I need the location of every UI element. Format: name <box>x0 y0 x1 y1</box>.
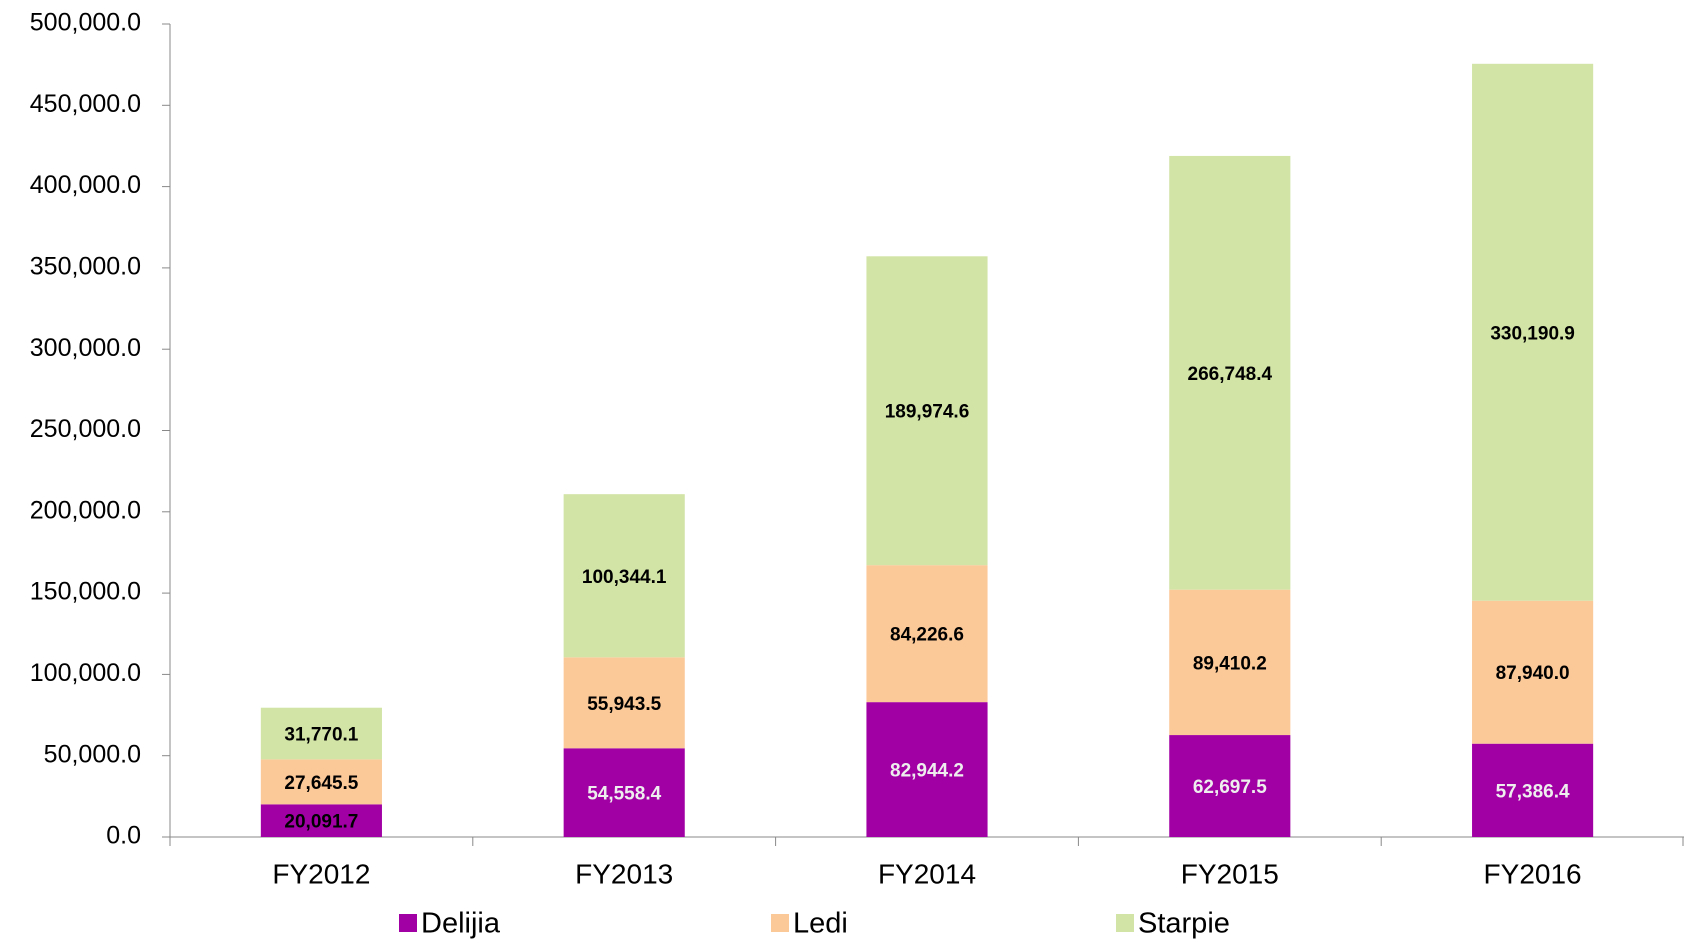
data-label: 54,558.4 <box>587 784 661 805</box>
bar-segment <box>1472 600 1594 744</box>
y-tick-label: 400,000.0 <box>30 171 141 199</box>
legend-label: Delijia <box>421 908 501 940</box>
y-tick-label: 150,000.0 <box>30 578 141 606</box>
data-label: 266,748.4 <box>1188 364 1273 385</box>
data-label: 55,943.5 <box>587 694 661 715</box>
data-label: 31,770.1 <box>284 725 358 746</box>
bar-segment <box>563 657 685 749</box>
legend-label: Ledi <box>793 908 848 940</box>
legend-swatch <box>1116 914 1134 932</box>
x-tick-label: FY2016 <box>1484 858 1582 889</box>
y-tick-label: 50,000.0 <box>44 740 141 768</box>
y-tick-label: 500,000.0 <box>30 9 141 37</box>
bar-segment <box>1169 589 1291 736</box>
y-tick-label: 0.0 <box>106 822 141 850</box>
x-tick-label: FY2015 <box>1181 858 1279 889</box>
bar-segment <box>260 707 382 760</box>
x-tick-label: FY2014 <box>878 858 976 889</box>
bar-segment <box>1472 63 1594 601</box>
data-label: 57,386.4 <box>1496 781 1570 802</box>
bar-segment <box>260 804 382 837</box>
y-tick-label: 300,000.0 <box>30 334 141 362</box>
bar-segment <box>563 494 685 658</box>
x-tick-label: FY2012 <box>272 858 370 889</box>
y-tick-label: 250,000.0 <box>30 415 141 443</box>
bar-segment <box>866 702 988 837</box>
x-tick-label: FY2013 <box>575 858 673 889</box>
data-label: 62,697.5 <box>1193 777 1267 798</box>
legend-swatch <box>399 914 417 932</box>
data-label: 20,091.7 <box>284 812 358 833</box>
bar-segment <box>866 565 988 703</box>
data-label: 87,940.0 <box>1496 663 1570 684</box>
data-label: 89,410.2 <box>1193 653 1267 674</box>
y-tick-label: 350,000.0 <box>30 253 141 281</box>
data-label: 189,974.6 <box>885 402 970 423</box>
bar-segment <box>1169 155 1291 590</box>
data-label: 100,344.1 <box>582 567 667 588</box>
bar-segment <box>1472 743 1594 837</box>
data-label: 84,226.6 <box>890 625 964 646</box>
bar-segment <box>260 759 382 805</box>
legend-swatch <box>771 914 789 932</box>
y-tick-label: 100,000.0 <box>30 659 141 687</box>
bar-segment <box>563 748 685 837</box>
data-label: 82,944.2 <box>890 761 964 782</box>
data-label: 330,190.9 <box>1490 323 1575 344</box>
y-tick-label: 200,000.0 <box>30 496 141 524</box>
data-label: 27,645.5 <box>284 773 358 794</box>
y-tick-label: 450,000.0 <box>30 90 141 118</box>
bar-segment <box>1169 735 1291 837</box>
bar-segment <box>866 256 988 566</box>
legend-label: Starpie <box>1138 908 1230 940</box>
